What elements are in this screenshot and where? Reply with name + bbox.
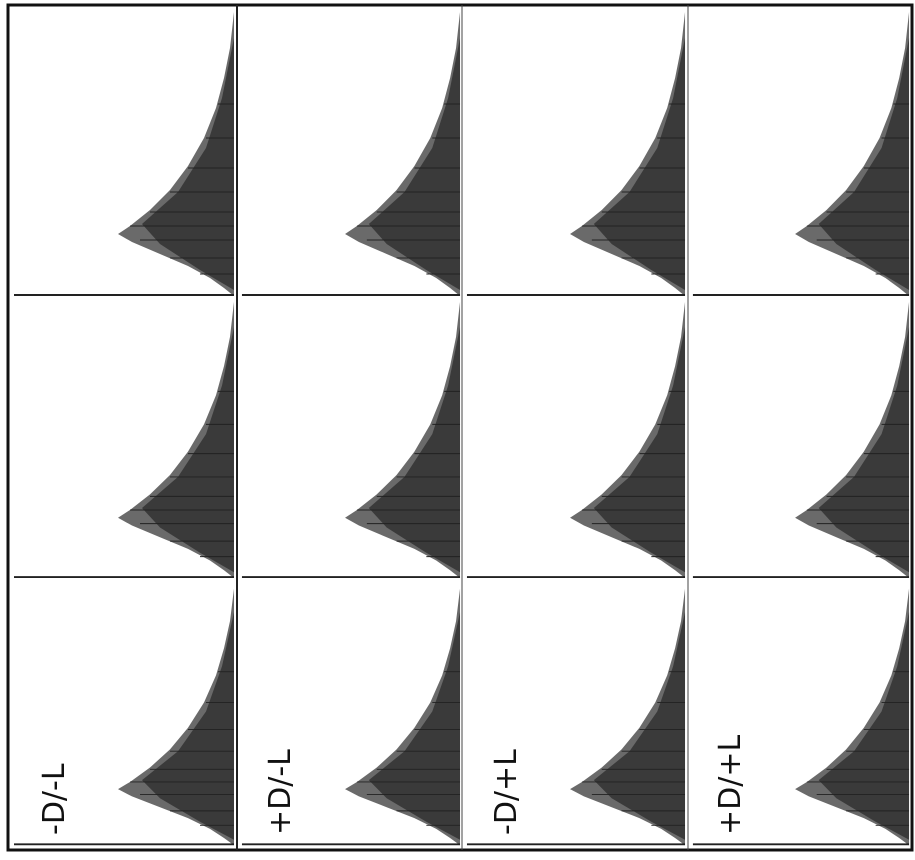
histogram [693, 12, 909, 296]
histogram [14, 302, 234, 578]
panel-label: -D/-L [37, 763, 72, 835]
panel-label: +D/+L [713, 735, 748, 835]
histogram [14, 12, 234, 296]
histogram [693, 302, 909, 578]
panel-label: -D/+L [489, 749, 524, 835]
histogram [467, 12, 685, 296]
histogram [242, 302, 460, 578]
figure: -D/-L +D/-L -D/+L +D/+L [0, 0, 915, 856]
panel-label: +D/-L [263, 749, 298, 835]
histogram [467, 302, 685, 578]
histogram [242, 12, 460, 296]
